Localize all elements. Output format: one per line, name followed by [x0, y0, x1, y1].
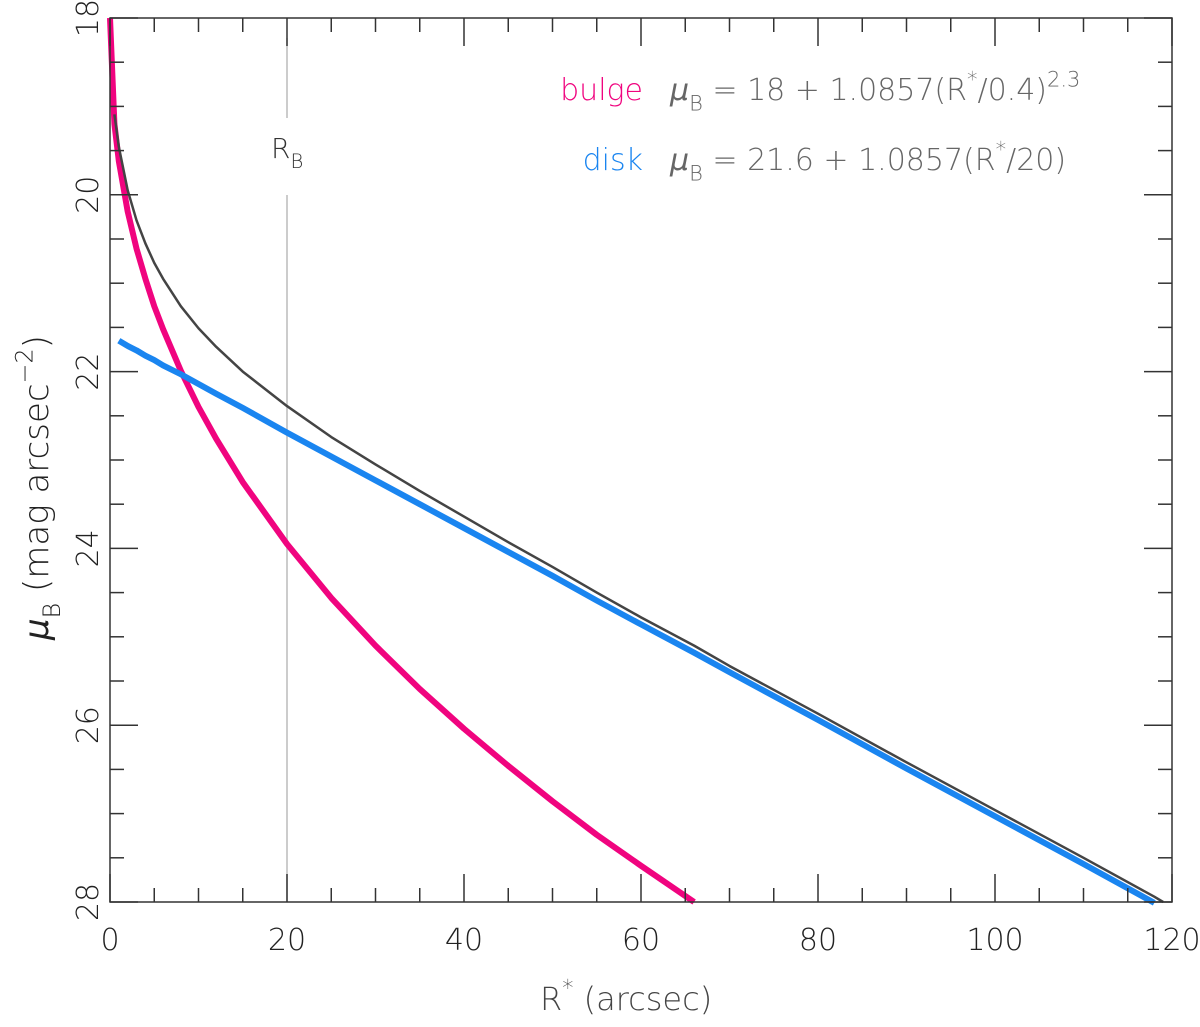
legend-label: disk	[583, 143, 643, 178]
x-axis-label-part: *	[562, 976, 573, 1002]
series-line	[107, 17, 696, 905]
y-axis-label-part: )	[17, 335, 57, 348]
equation-part: B	[689, 162, 703, 186]
x-tick-label: 0	[100, 923, 119, 958]
equation-part: μ	[669, 143, 689, 178]
y-tick-label: 24	[71, 529, 106, 567]
y-axis-label: μB (mag arcsec−2)	[11, 335, 66, 641]
y-tick-label: 26	[71, 706, 106, 744]
x-axis-label-part: (arcsec)	[573, 980, 712, 1018]
series-line	[113, 114, 1164, 904]
equation-part: /0.4)	[977, 73, 1047, 108]
equation-part: *	[996, 138, 1007, 162]
y-tick-label: 18	[71, 0, 106, 37]
x-tick-label: 100	[966, 923, 1023, 958]
equation-part: *	[967, 68, 978, 92]
x-tick-label: 120	[1143, 923, 1200, 958]
x-tick-label: 20	[268, 923, 306, 958]
x-tick-label: 80	[799, 923, 837, 958]
x-tick-label: 40	[445, 923, 483, 958]
marker-label-part: B	[290, 150, 303, 173]
equation-part: = 21.6 + 1.0857(R	[703, 143, 996, 178]
equation-part: /20)	[1006, 143, 1066, 178]
legend-label: bulge	[560, 73, 643, 108]
equation: μB = 21.6 + 1.0857(R*/20)	[669, 138, 1066, 186]
y-axis-label-part: (mag arcsec	[17, 383, 57, 602]
marker-label-part: R	[271, 132, 290, 165]
equation-part: μ	[669, 73, 689, 108]
equation-part: B	[689, 92, 703, 116]
equation: μB = 18 + 1.0857(R*/0.4)2.3	[669, 68, 1080, 116]
y-axis-label-part: −2	[11, 348, 39, 383]
y-tick-label: 22	[71, 353, 106, 391]
equation-part: = 18 + 1.0857(R	[703, 73, 967, 108]
equation-part: 2.3	[1047, 68, 1080, 92]
y-tick-label: 28	[71, 883, 106, 921]
y-tick-label: 20	[71, 176, 106, 214]
x-tick-label: 60	[622, 923, 660, 958]
marker-label: RB	[271, 132, 303, 173]
series-line	[117, 338, 1156, 906]
x-axis-label-part: R	[540, 980, 562, 1018]
y-axis-label-part: B	[38, 603, 66, 619]
x-axis-label: R* (arcsec)	[540, 976, 712, 1018]
y-axis-label-part: μ	[17, 618, 57, 641]
